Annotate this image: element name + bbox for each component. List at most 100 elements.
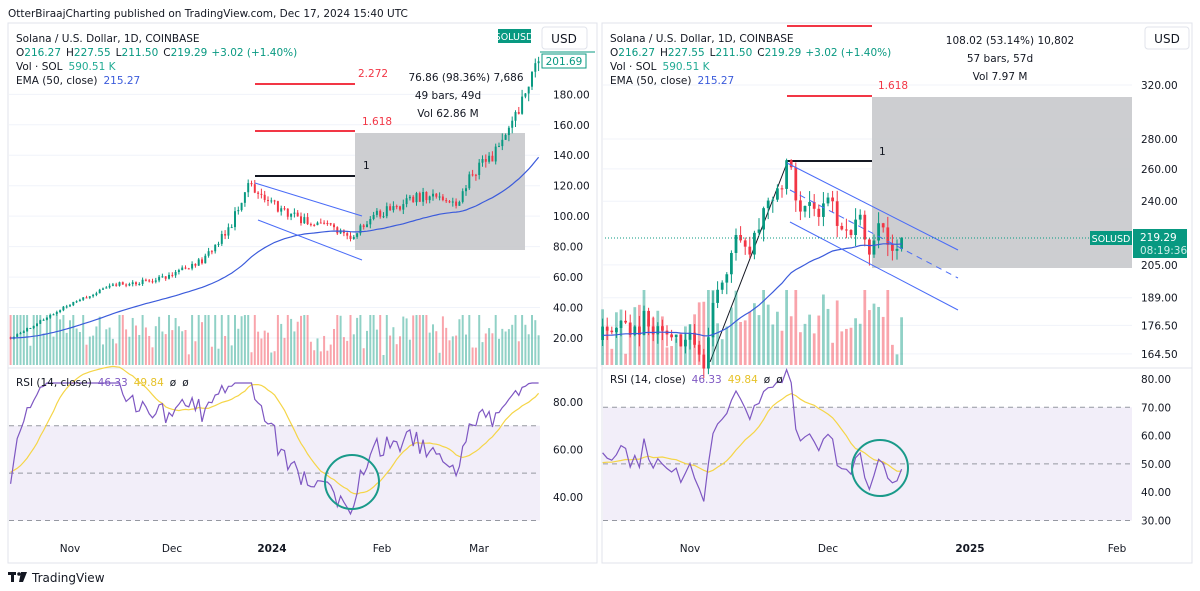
volume-bar xyxy=(412,315,415,365)
right-rsi-circle[interactable] xyxy=(851,439,909,497)
left-measure-box[interactable] xyxy=(355,133,525,250)
volume-bar xyxy=(293,331,296,365)
volume-bar xyxy=(309,341,312,365)
tradingview-logo[interactable]: TradingView xyxy=(8,571,105,585)
volume-bar xyxy=(840,331,844,365)
candle-body xyxy=(49,314,52,318)
volume-bar xyxy=(451,336,454,365)
volume-bar xyxy=(534,320,537,365)
rsi-legend: RSI (14, close) 46.33 49.84 ø ø xyxy=(16,377,189,389)
volume-bar xyxy=(85,344,88,365)
volume-bar xyxy=(280,323,283,365)
candle-body xyxy=(75,301,78,303)
candle-body xyxy=(517,112,520,114)
candle-body xyxy=(141,279,144,284)
candle-body xyxy=(877,223,880,241)
volume-bar xyxy=(757,315,761,365)
volume-bar xyxy=(863,290,867,365)
candle-body xyxy=(610,330,614,333)
volume-bar xyxy=(339,315,342,365)
price-tick-label: 120.00 xyxy=(553,181,590,193)
volume-bar xyxy=(537,335,540,365)
right-channel-mid[interactable] xyxy=(789,189,959,279)
price-tick-label: 260.00 xyxy=(1141,164,1178,176)
candle-body xyxy=(656,326,660,335)
candle-body xyxy=(319,222,322,224)
candle-body xyxy=(402,204,405,210)
volume-bar xyxy=(171,330,174,365)
candle-body xyxy=(372,214,375,220)
left-currency-button[interactable] xyxy=(541,26,588,50)
candle-body xyxy=(303,217,306,224)
candle-body xyxy=(108,285,111,288)
candle-body xyxy=(642,310,646,335)
right-last-price-label: 219.29 xyxy=(1140,232,1177,244)
ohlc-values: O216.27 H227.55 L211.50 C219.29 +3.02 (+1.40… xyxy=(16,47,297,59)
candle-body xyxy=(135,282,137,285)
candle-body xyxy=(438,196,441,198)
candle-body xyxy=(164,276,167,279)
volume-bar xyxy=(725,326,729,365)
candle-body xyxy=(59,310,62,312)
volume-bar xyxy=(257,331,260,365)
candle-body xyxy=(161,276,164,278)
volume-bar xyxy=(247,315,250,365)
volume-bar xyxy=(605,327,609,365)
candle-body xyxy=(468,174,471,189)
left-channel-lower[interactable] xyxy=(257,219,363,261)
right-measure-box[interactable] xyxy=(872,97,1132,268)
candle-body xyxy=(743,240,747,247)
tradingview-logo-icon xyxy=(8,572,27,582)
candle-body xyxy=(638,326,641,335)
volume-bar xyxy=(375,329,378,365)
left-currency-label: USD xyxy=(551,32,577,46)
volume-bar xyxy=(392,327,395,365)
volume-bar xyxy=(753,303,756,365)
candle-body xyxy=(95,293,98,295)
candle-body xyxy=(290,213,293,217)
volume-bar xyxy=(849,327,853,365)
right-channel-lower[interactable] xyxy=(789,221,959,311)
left-rsi-circle[interactable] xyxy=(324,454,380,510)
candle-body xyxy=(408,196,411,199)
volume-bar xyxy=(12,315,15,365)
candle-body xyxy=(55,311,58,315)
candle-body xyxy=(181,267,184,271)
volume-bar xyxy=(501,328,504,365)
volume-bar xyxy=(369,315,372,365)
candle-body xyxy=(207,251,210,256)
volume-bar xyxy=(780,330,784,365)
candle-body xyxy=(187,268,190,270)
candle-body xyxy=(422,192,425,202)
candle-body xyxy=(267,199,269,201)
volume-bar xyxy=(458,319,461,365)
volume-bar xyxy=(88,336,91,365)
candle-body xyxy=(174,272,177,276)
time-tick-label: Dec xyxy=(818,543,839,555)
volume-bar xyxy=(148,335,151,365)
right-trend-line[interactable] xyxy=(709,162,788,363)
volume-bar xyxy=(349,315,352,365)
volume-bar xyxy=(22,315,25,365)
volume-bar xyxy=(154,326,157,365)
candle-body xyxy=(478,162,481,176)
candle-body xyxy=(730,252,733,275)
volume-bar xyxy=(521,315,524,365)
price-tick-label: 140.00 xyxy=(553,150,590,162)
candle-body xyxy=(148,280,151,282)
candle-body xyxy=(253,184,256,193)
volume-bar xyxy=(161,331,164,365)
right-currency-button[interactable] xyxy=(1144,26,1190,50)
ema-legend: EMA (50, close) 215.27 xyxy=(610,75,734,87)
right-channel-upper[interactable] xyxy=(786,162,959,251)
candle-body xyxy=(105,287,108,289)
candle-body xyxy=(224,234,227,236)
candle-body xyxy=(474,174,477,176)
candle-body xyxy=(121,282,124,285)
volume-bar xyxy=(108,327,111,365)
volume-bar xyxy=(19,315,22,365)
left-channel-upper[interactable] xyxy=(254,182,363,217)
candle-body xyxy=(514,112,517,121)
volume-bar xyxy=(785,290,788,365)
volume-bar xyxy=(679,332,683,365)
